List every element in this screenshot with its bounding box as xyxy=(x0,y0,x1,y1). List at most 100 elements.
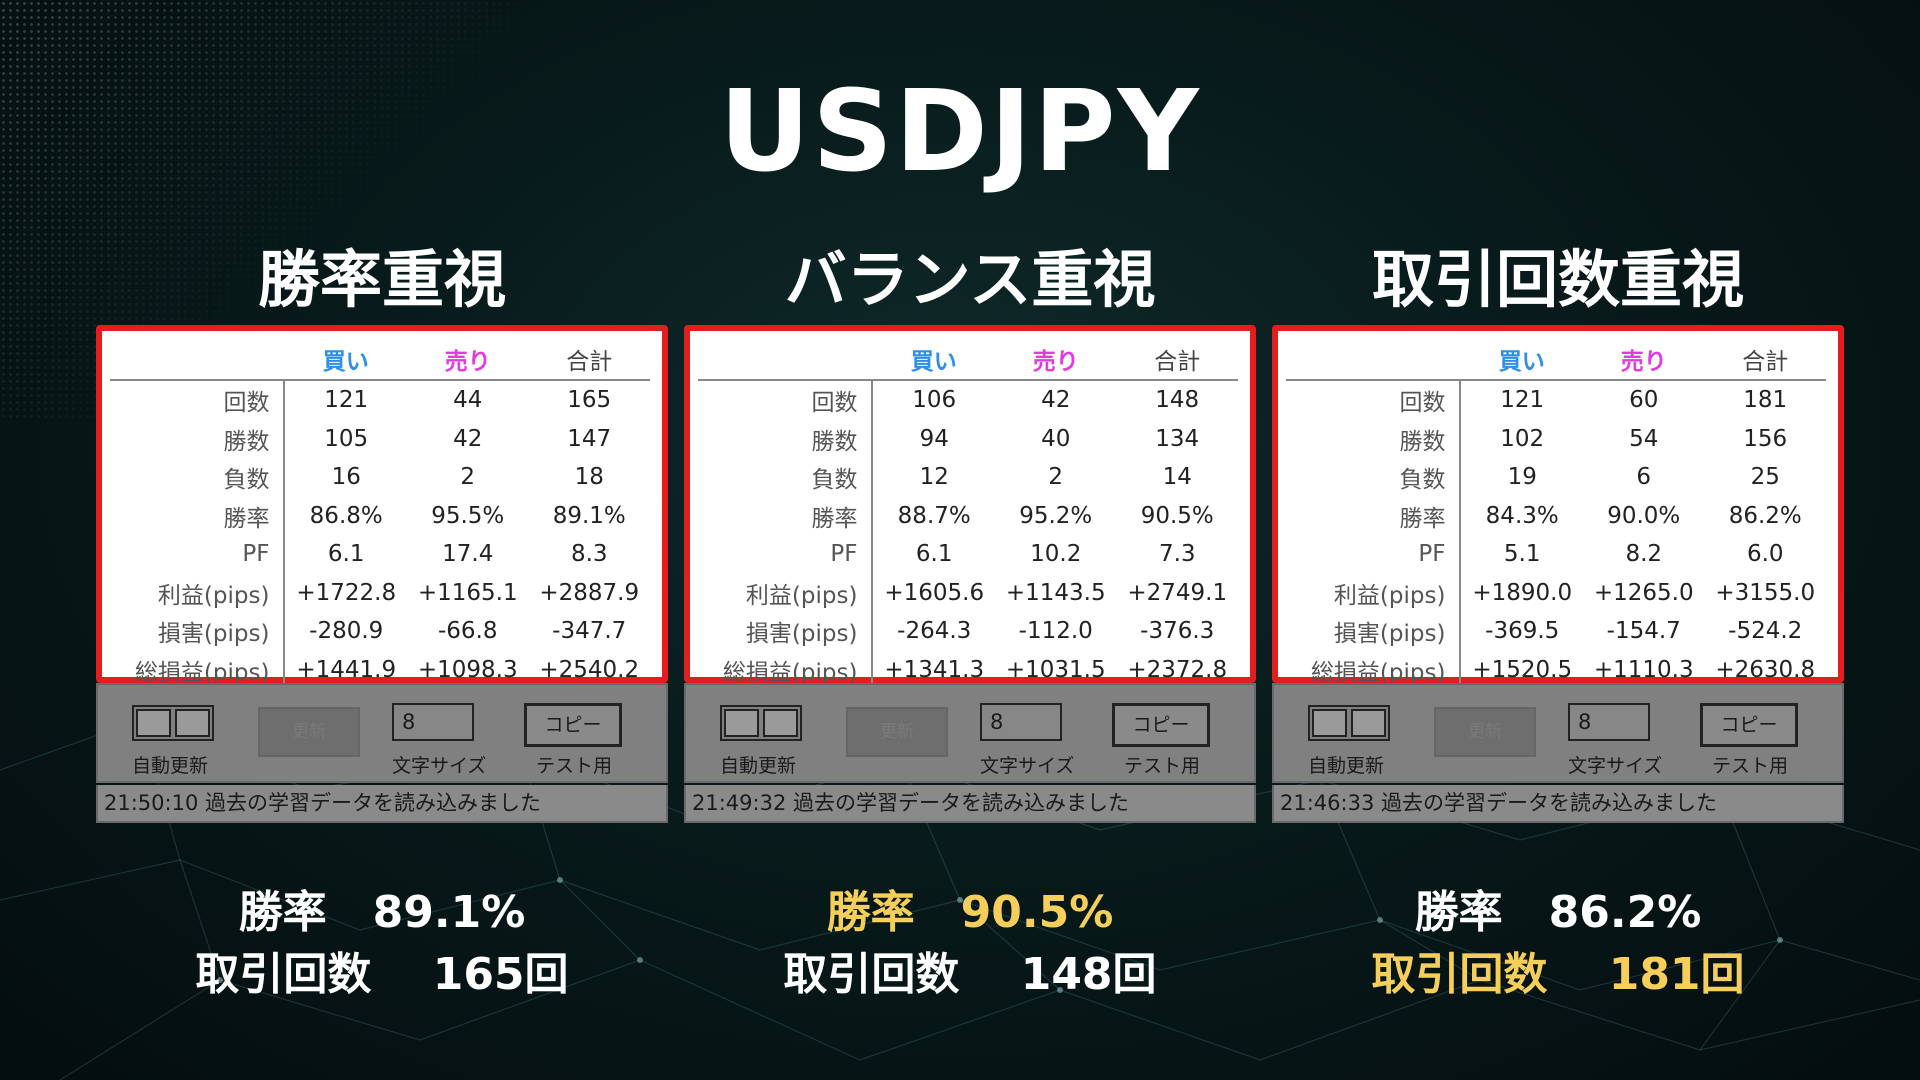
font-size-input[interactable]: 8 xyxy=(392,703,474,741)
cell-total: +3155.0 xyxy=(1715,579,1816,606)
header-total: 合計 xyxy=(1704,339,1826,381)
cell-total: 181 xyxy=(1743,387,1788,414)
summary-winrate-row: 勝率 86.2% xyxy=(1272,882,1844,944)
stats-table: 買い 売り 合計 回数 106 42 148 勝数 94 40 134 負数 12 2 14 勝率… xyxy=(698,339,1238,689)
refresh-button[interactable]: 更新 xyxy=(258,707,360,757)
summary-winrate-value: 90.5% xyxy=(960,887,1114,938)
row-label: 損害(pips) xyxy=(1286,612,1462,651)
header-buy: 買い xyxy=(872,339,995,381)
panel-balance-focus: バランス重視 買い 売り 合計 回数 106 42 148 勝数 94 40 134 負数 1… xyxy=(684,235,1256,823)
cell-buy: +1722.8 xyxy=(296,579,397,606)
row-label: PF xyxy=(110,535,286,574)
table-row: 回数 121 60 181 xyxy=(1286,380,1826,420)
cell-sell: 10.2 xyxy=(1030,541,1082,568)
table-row: 回数 121 44 165 xyxy=(110,380,650,420)
cell-sell: 17.4 xyxy=(442,541,494,568)
row-label: 負数 xyxy=(110,458,286,497)
row-label: 勝率 xyxy=(698,496,874,535)
font-size-label: 文字サイズ xyxy=(392,755,487,777)
summary-winrate-value: 89.1% xyxy=(372,887,526,938)
cell-total: 147 xyxy=(567,425,612,452)
header-buy: 買い xyxy=(1460,339,1583,381)
header-buy: 買い xyxy=(284,339,407,381)
table-row: 負数 16 2 18 xyxy=(110,458,650,497)
auto-update-toggle[interactable] xyxy=(720,705,802,741)
summary-trades-label: 取引回数 xyxy=(195,949,372,1000)
cell-buy: 94 xyxy=(919,425,949,452)
copy-button[interactable]: コピー xyxy=(1112,703,1210,747)
cell-total: 90.5% xyxy=(1140,502,1214,529)
cell-total: -347.7 xyxy=(552,618,627,645)
table-row: 損害(pips) -369.5 -154.7 -524.2 xyxy=(1286,612,1826,651)
test-label: テスト用 xyxy=(1124,755,1201,777)
row-label: 負数 xyxy=(1286,458,1462,497)
summary-trades-value: 181回 xyxy=(1608,949,1745,1000)
table-row: 勝率 86.8% 95.5% 89.1% xyxy=(110,496,650,535)
row-label: 総損益(pips) xyxy=(1286,650,1462,689)
auto-update-toggle[interactable] xyxy=(132,705,214,741)
refresh-button[interactable]: 更新 xyxy=(846,707,948,757)
cell-sell: -154.7 xyxy=(1606,618,1681,645)
cell-buy: 12 xyxy=(919,464,949,491)
header-spacer xyxy=(698,339,873,381)
cell-sell: 44 xyxy=(453,387,483,414)
refresh-button[interactable]: 更新 xyxy=(1434,707,1536,757)
cell-buy: 86.8% xyxy=(309,502,383,529)
cell-buy: +1341.3 xyxy=(884,656,985,683)
header-total: 合計 xyxy=(528,339,650,381)
copy-button[interactable]: コピー xyxy=(524,703,622,747)
cell-buy: +1441.9 xyxy=(296,656,397,683)
cell-sell: +1143.5 xyxy=(1005,579,1106,606)
cell-buy: -369.5 xyxy=(1485,618,1560,645)
stats-frame: 買い 売り 合計 回数 106 42 148 勝数 94 40 134 負数 12 2 14 勝率… xyxy=(684,325,1256,689)
row-label: 勝率 xyxy=(110,496,286,535)
auto-update-toggle[interactable] xyxy=(1308,705,1390,741)
table-row: 勝率 88.7% 95.2% 90.5% xyxy=(698,496,1238,535)
summary-winrate-label: 勝率 xyxy=(1414,887,1503,938)
control-bar: 自動更新 更新 8 文字サイズ コピー テスト用 xyxy=(1272,683,1844,783)
cell-total: 8.3 xyxy=(570,541,608,568)
cell-buy: 102 xyxy=(1500,425,1545,452)
cell-buy: +1520.5 xyxy=(1472,656,1573,683)
stats-frame: 買い 売り 合計 回数 121 44 165 勝数 105 42 147 負数 16 2 18 勝… xyxy=(96,325,668,689)
cell-total: 7.3 xyxy=(1158,541,1196,568)
summary-winrate-focus: 勝率 89.1% 取引回数 165回 xyxy=(96,882,668,1006)
row-label: 回数 xyxy=(698,380,874,420)
row-label: PF xyxy=(1286,535,1462,574)
header-total: 合計 xyxy=(1116,339,1238,381)
cell-sell: 90.0% xyxy=(1607,502,1681,529)
toggle-left xyxy=(724,709,759,737)
cell-buy: 121 xyxy=(1500,387,1545,414)
cell-sell: +1265.0 xyxy=(1593,579,1694,606)
toggle-left xyxy=(1312,709,1347,737)
cell-total: 14 xyxy=(1162,464,1192,491)
cell-total: 134 xyxy=(1155,425,1200,452)
row-label: 損害(pips) xyxy=(698,612,874,651)
panel-title: 取引回数重視 xyxy=(1371,243,1744,316)
cell-sell: 6 xyxy=(1636,464,1652,491)
cell-buy: 6.1 xyxy=(915,541,953,568)
copy-button[interactable]: コピー xyxy=(1700,703,1798,747)
cell-buy: +1890.0 xyxy=(1472,579,1573,606)
panel-title: 勝率重視 xyxy=(257,243,506,316)
cell-sell: 54 xyxy=(1629,425,1659,452)
auto-update-label: 自動更新 xyxy=(1308,755,1385,777)
cell-sell: -66.8 xyxy=(437,618,498,645)
summary-trades-row: 取引回数 165回 xyxy=(96,944,668,1006)
table-row: PF 6.1 10.2 7.3 xyxy=(698,535,1238,574)
table-row: PF 5.1 8.2 6.0 xyxy=(1286,535,1826,574)
test-label: テスト用 xyxy=(1712,755,1789,777)
table-header-row: 買い 売り 合計 xyxy=(1286,339,1826,381)
status-bar: 21:50:10 過去の学習データを読み込みました xyxy=(96,785,668,823)
cell-total: 165 xyxy=(567,387,612,414)
table-row: 利益(pips) +1722.8 +1165.1 +2887.9 xyxy=(110,573,650,612)
summary-trades-row: 取引回数 148回 xyxy=(684,944,1256,1006)
cell-sell: +1098.3 xyxy=(417,656,518,683)
font-size-input[interactable]: 8 xyxy=(980,703,1062,741)
font-size-input[interactable]: 8 xyxy=(1568,703,1650,741)
summary-trades-value: 148回 xyxy=(1020,949,1157,1000)
cell-sell: 40 xyxy=(1041,425,1071,452)
auto-update-label: 自動更新 xyxy=(720,755,797,777)
cell-sell: 8.2 xyxy=(1625,541,1663,568)
row-label: 勝数 xyxy=(1286,419,1462,458)
